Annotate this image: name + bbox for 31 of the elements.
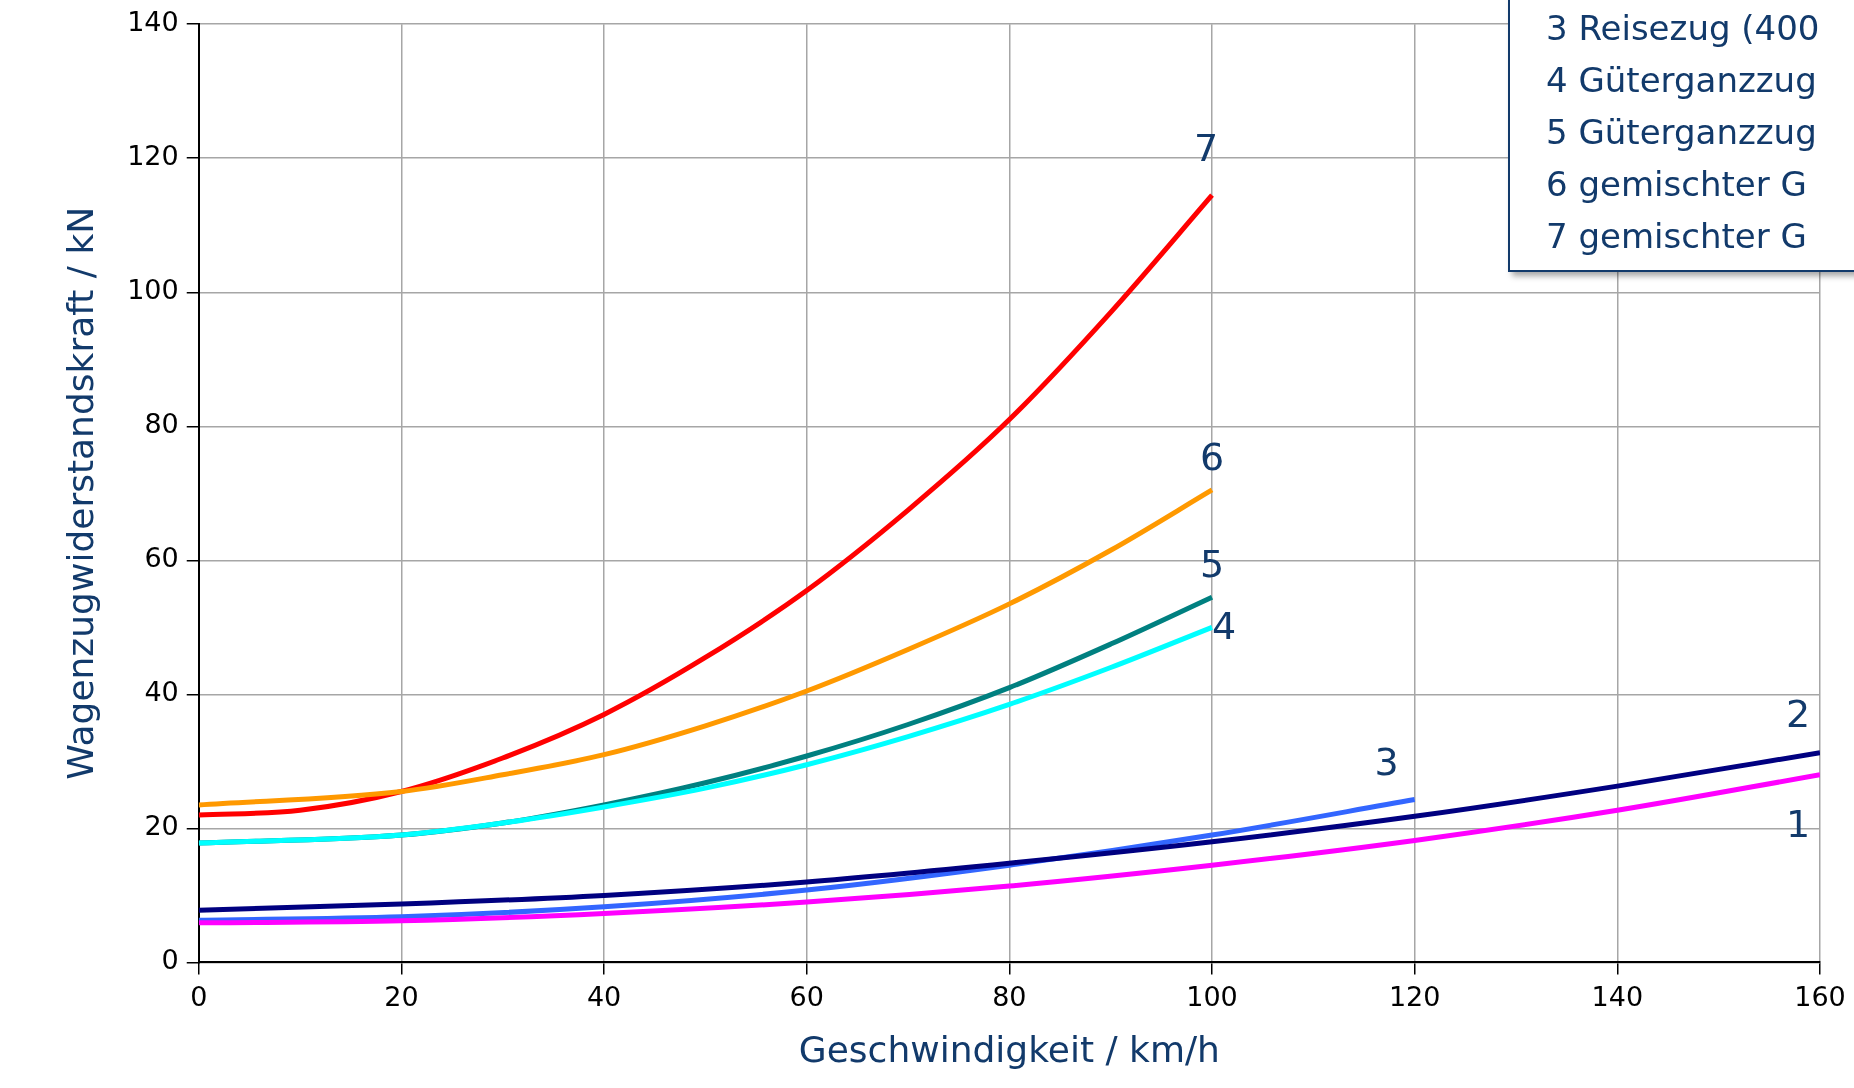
- x-tick-label: 20: [384, 980, 419, 1012]
- annotation: 4 Güterganzzug: [1546, 59, 1818, 102]
- x-tick-label: 100: [1186, 980, 1238, 1012]
- x-tick-label: 120: [1388, 980, 1441, 1012]
- y-tick-label: 0: [161, 944, 179, 976]
- y-tick-label: 80: [144, 408, 179, 440]
- series-label: 3: [1374, 740, 1399, 785]
- x-axis-title: Geschwindigkeit / km/h: [798, 1028, 1220, 1070]
- series-label: 2: [1785, 691, 1811, 736]
- annotation: 7 gemischter G: [1546, 215, 1808, 258]
- series-label: 4: [1211, 604, 1237, 649]
- series-label: 5: [1199, 542, 1225, 587]
- series-label: 1: [1785, 801, 1811, 846]
- x-tick-label: 40: [586, 980, 622, 1012]
- x-tick-label: 140: [1591, 980, 1644, 1012]
- y-axis-title: Wagenzugwiderstandskraft / kN: [59, 206, 101, 780]
- x-tick-label: 160: [1794, 980, 1846, 1012]
- y-tick-label: 140: [127, 6, 179, 38]
- y-tick-label: 60: [144, 542, 179, 574]
- y-tick-label: 40: [144, 676, 179, 708]
- y-tick-label: 100: [127, 274, 179, 306]
- series-label: 6: [1199, 434, 1225, 479]
- x-tick-label: 0: [190, 980, 208, 1012]
- x-tick-label: 60: [789, 980, 824, 1012]
- y-tick-label: 120: [127, 140, 179, 172]
- annotation: 3 Reisezug (400: [1546, 7, 1821, 50]
- annotation: 5 Güterganzzug: [1546, 111, 1818, 154]
- annotation: 6 gemischter G: [1546, 163, 1808, 206]
- series-label: 7: [1193, 125, 1219, 170]
- x-tick-label: 80: [992, 980, 1027, 1012]
- y-tick-label: 20: [144, 810, 179, 842]
